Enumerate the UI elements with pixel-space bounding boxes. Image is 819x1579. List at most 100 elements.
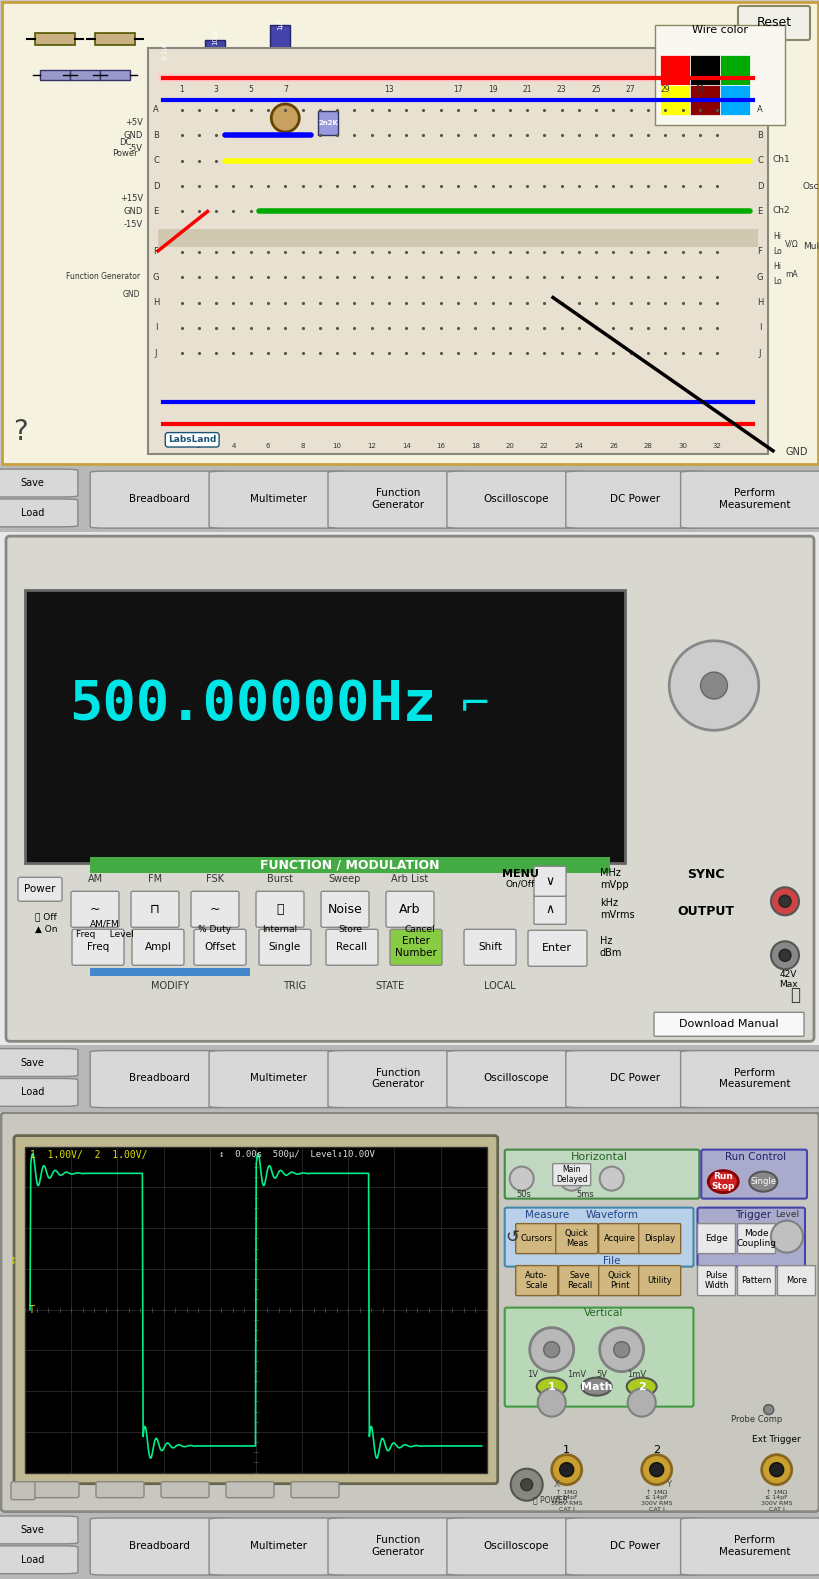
FancyBboxPatch shape [131, 891, 179, 927]
Text: DC Power: DC Power [609, 1074, 660, 1083]
Text: G: G [756, 273, 762, 281]
Circle shape [627, 1388, 655, 1416]
FancyBboxPatch shape [1, 1113, 818, 1511]
Text: Pattern: Pattern [740, 1276, 771, 1285]
FancyBboxPatch shape [0, 1048, 78, 1077]
Text: 42V
Max: 42V Max [778, 970, 796, 988]
Text: Oscilloscope: Oscilloscope [483, 1074, 549, 1083]
FancyBboxPatch shape [565, 1517, 704, 1574]
FancyBboxPatch shape [328, 1050, 467, 1107]
Text: G: G [152, 273, 159, 281]
Text: Oscilloscope: Oscilloscope [483, 494, 549, 504]
Circle shape [599, 1167, 623, 1191]
FancyBboxPatch shape [209, 471, 348, 527]
Text: On/Off: On/Off [505, 880, 534, 889]
Text: ↑ 1MΩ
≤ 14pF
300V RMS
CAT I: ↑ 1MΩ ≤ 14pF 300V RMS CAT I [760, 1489, 791, 1513]
Text: ⬛ Off: ⬛ Off [35, 913, 57, 922]
Text: 31: 31 [695, 85, 704, 95]
FancyBboxPatch shape [191, 891, 238, 927]
FancyBboxPatch shape [132, 930, 183, 965]
Text: ∨: ∨ [545, 875, 554, 887]
Bar [719, 85, 749, 115]
Text: 27: 27 [625, 85, 635, 95]
Text: ↕: ↕ [9, 1255, 17, 1266]
Text: MODIFY: MODIFY [151, 981, 189, 992]
Circle shape [770, 941, 798, 970]
Text: Quick
Meas: Quick Meas [564, 1228, 588, 1249]
Text: 16: 16 [436, 442, 445, 448]
FancyBboxPatch shape [291, 1481, 338, 1498]
FancyBboxPatch shape [72, 930, 124, 965]
FancyBboxPatch shape [0, 1516, 78, 1544]
Text: Level: Level [774, 1210, 798, 1219]
Ellipse shape [708, 1170, 737, 1192]
FancyBboxPatch shape [736, 1224, 775, 1254]
Text: ⟋: ⟋ [276, 903, 283, 916]
Circle shape [668, 641, 758, 731]
Ellipse shape [536, 1377, 566, 1396]
Bar [158, 74, 757, 82]
Text: 29: 29 [659, 85, 669, 95]
Text: Quick
Print: Quick Print [607, 1271, 631, 1290]
Circle shape [271, 104, 299, 133]
Text: Shift: Shift [477, 943, 501, 952]
Text: 1V: 1V [526, 1371, 537, 1378]
Bar [147, 47, 767, 453]
Bar [40, 69, 70, 81]
Text: 5: 5 [248, 85, 253, 95]
Text: Ampl: Ampl [144, 943, 171, 952]
Text: Recall: Recall [336, 943, 367, 952]
Text: DC Power: DC Power [609, 494, 660, 504]
Text: 19: 19 [487, 85, 497, 95]
Text: 6: 6 [265, 442, 270, 448]
FancyBboxPatch shape [558, 1266, 600, 1296]
Text: Store: Store [337, 925, 361, 933]
Bar [205, 39, 224, 74]
Text: FM: FM [147, 875, 162, 884]
FancyBboxPatch shape [90, 1517, 229, 1574]
Text: GND: GND [124, 207, 143, 216]
Text: Multimeter: Multimeter [802, 242, 819, 251]
Text: File: File [602, 1255, 620, 1266]
FancyBboxPatch shape [680, 471, 819, 527]
Text: Ext Trigger: Ext Trigger [751, 1435, 800, 1445]
FancyBboxPatch shape [209, 1050, 348, 1107]
Text: 28: 28 [643, 442, 652, 448]
Text: B: B [153, 131, 159, 141]
Text: 50s: 50s [516, 1191, 531, 1198]
Text: T: T [28, 1304, 34, 1315]
Text: 26: 26 [609, 442, 618, 448]
FancyBboxPatch shape [598, 1266, 640, 1296]
Text: Load: Load [21, 1088, 44, 1097]
Circle shape [699, 673, 726, 699]
Text: 1mV: 1mV [626, 1371, 645, 1378]
Text: Ch1: Ch1 [772, 155, 790, 164]
FancyBboxPatch shape [700, 1150, 806, 1198]
FancyBboxPatch shape [71, 891, 119, 927]
Text: 23: 23 [556, 85, 566, 95]
Text: 1: 1 [563, 1445, 569, 1454]
Text: GND: GND [124, 131, 143, 141]
Bar [158, 229, 757, 246]
Text: Cursors: Cursors [520, 1235, 552, 1243]
FancyBboxPatch shape [328, 1517, 467, 1574]
Circle shape [509, 1167, 533, 1191]
Text: Oscilloscope: Oscilloscope [483, 1541, 549, 1551]
Text: 8: 8 [300, 442, 305, 448]
Bar [719, 55, 749, 85]
Text: mA: mA [784, 270, 797, 279]
Text: F: F [757, 248, 762, 256]
Text: Function
Generator: Function Generator [371, 488, 423, 510]
Text: 10: 10 [333, 442, 342, 448]
Bar [659, 85, 689, 115]
Text: Probe Comp: Probe Comp [731, 1415, 781, 1424]
FancyBboxPatch shape [446, 1050, 586, 1107]
Text: Run Control: Run Control [724, 1151, 785, 1162]
Text: Save: Save [20, 1058, 45, 1067]
Text: Math: Math [580, 1382, 612, 1391]
FancyBboxPatch shape [90, 471, 229, 527]
FancyBboxPatch shape [14, 1135, 497, 1484]
Circle shape [778, 895, 790, 908]
Text: 500.00000Hz: 500.00000Hz [70, 679, 436, 731]
Text: ⏚: ⏚ [789, 987, 799, 1004]
